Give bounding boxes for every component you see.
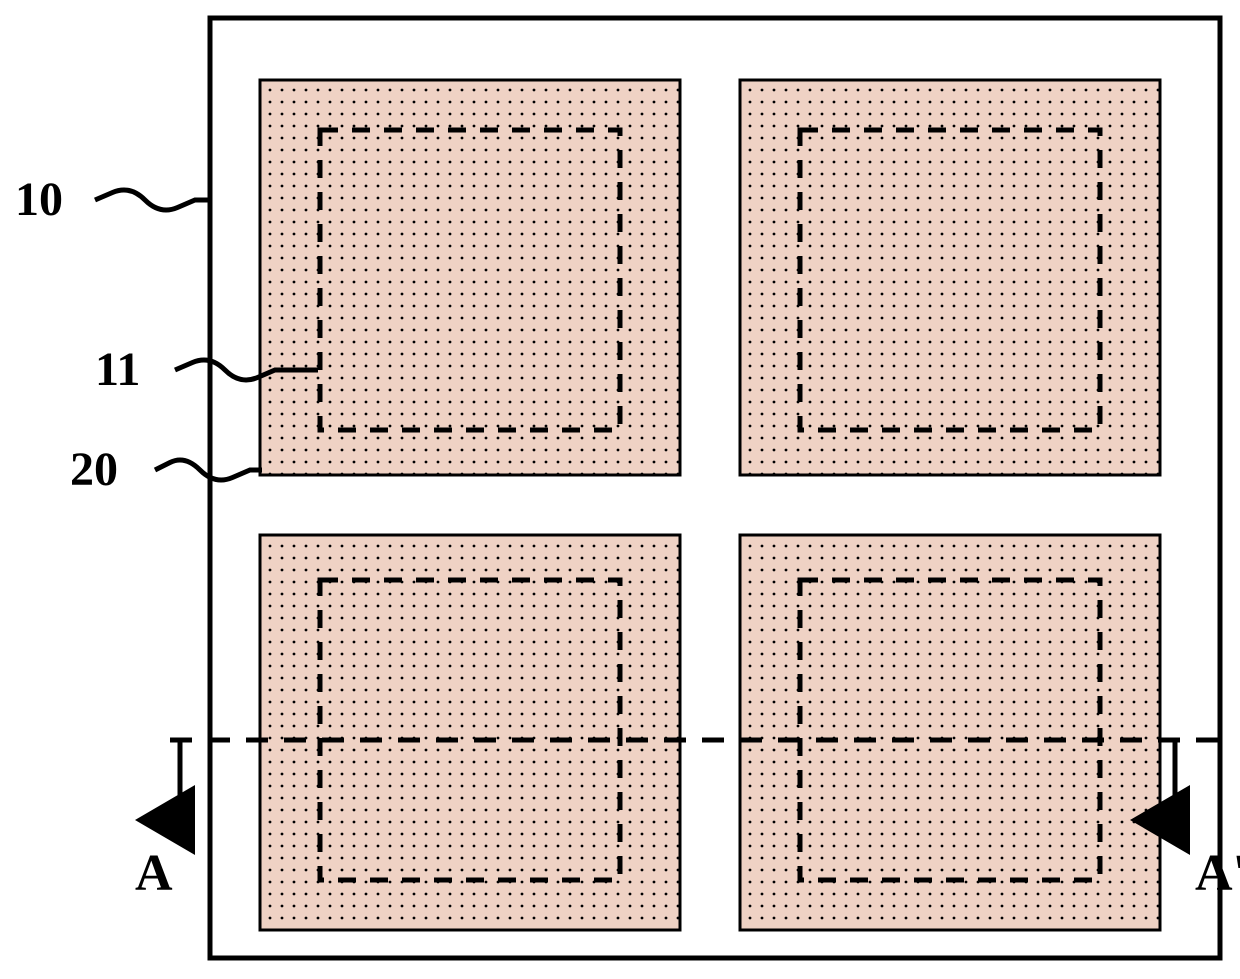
pad-rect bbox=[260, 80, 680, 475]
callout-label: 10 bbox=[15, 173, 63, 226]
figure-svg: A A' 10 11 20 bbox=[0, 0, 1240, 979]
callout-leader bbox=[95, 190, 210, 210]
callout-label: 20 bbox=[70, 443, 118, 496]
pad-rect bbox=[740, 535, 1160, 930]
pad-rect bbox=[260, 535, 680, 930]
section-label-a-prime: A' bbox=[1195, 845, 1240, 902]
pads-group bbox=[260, 80, 1160, 930]
pad-rect bbox=[740, 80, 1160, 475]
callout-label: 11 bbox=[95, 343, 140, 396]
section-label-a: A bbox=[135, 845, 173, 902]
